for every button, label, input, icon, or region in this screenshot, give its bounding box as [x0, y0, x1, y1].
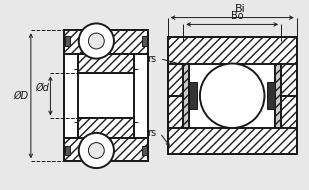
- Text: ØD: ØD: [14, 91, 29, 101]
- Bar: [65, 146, 70, 155]
- Bar: [78, 118, 134, 138]
- Circle shape: [200, 63, 265, 128]
- Bar: [142, 36, 147, 46]
- Circle shape: [88, 33, 104, 49]
- Bar: [64, 30, 148, 54]
- Bar: [78, 54, 134, 73]
- Text: rs: rs: [147, 54, 156, 64]
- Bar: [168, 96, 297, 154]
- Circle shape: [88, 142, 104, 158]
- Bar: [267, 82, 275, 109]
- Text: Bi: Bi: [235, 4, 245, 14]
- Bar: [65, 36, 70, 46]
- Text: Ød: Ød: [36, 83, 49, 93]
- Bar: [64, 54, 148, 138]
- Bar: [183, 63, 281, 128]
- Circle shape: [79, 133, 114, 168]
- Bar: [142, 146, 147, 155]
- Bar: [183, 63, 189, 128]
- Text: Bo: Bo: [231, 11, 243, 21]
- Text: rs: rs: [147, 128, 156, 138]
- Bar: [168, 37, 297, 96]
- Bar: [64, 138, 148, 161]
- Circle shape: [79, 23, 114, 59]
- Bar: [189, 82, 197, 109]
- Bar: [275, 63, 281, 128]
